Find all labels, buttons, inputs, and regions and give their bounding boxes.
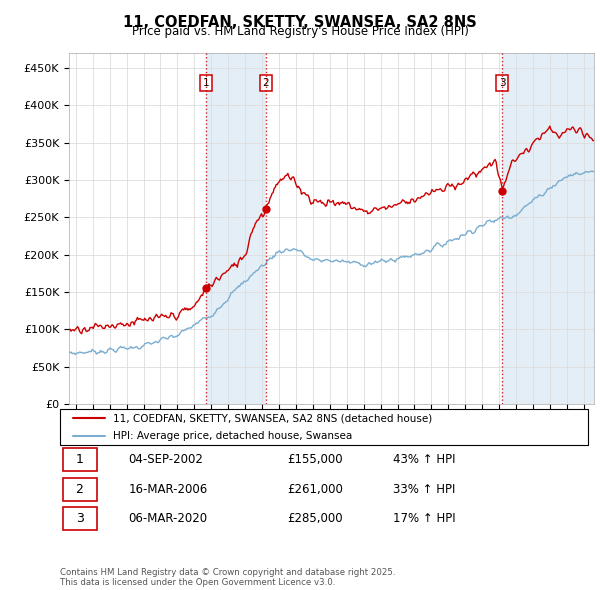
Text: £285,000: £285,000 bbox=[287, 512, 343, 525]
Text: £261,000: £261,000 bbox=[287, 483, 343, 496]
Bar bbox=[62, 507, 97, 530]
Text: 06-MAR-2020: 06-MAR-2020 bbox=[128, 512, 208, 525]
Text: 1: 1 bbox=[203, 78, 209, 88]
Bar bbox=[502, 53, 594, 404]
Text: 16-MAR-2006: 16-MAR-2006 bbox=[128, 483, 208, 496]
Bar bbox=[62, 448, 97, 471]
Text: 2: 2 bbox=[76, 483, 83, 496]
Text: 2: 2 bbox=[262, 78, 269, 88]
Bar bbox=[206, 53, 266, 404]
Text: Contains HM Land Registry data © Crown copyright and database right 2025.
This d: Contains HM Land Registry data © Crown c… bbox=[60, 568, 395, 587]
Text: 11, COEDFAN, SKETTY, SWANSEA, SA2 8NS (detached house): 11, COEDFAN, SKETTY, SWANSEA, SA2 8NS (d… bbox=[113, 413, 432, 423]
Text: 04-SEP-2002: 04-SEP-2002 bbox=[128, 453, 203, 466]
Bar bbox=[62, 478, 97, 500]
Text: 1: 1 bbox=[76, 453, 83, 466]
Text: 17% ↑ HPI: 17% ↑ HPI bbox=[392, 512, 455, 525]
Text: 43% ↑ HPI: 43% ↑ HPI bbox=[392, 453, 455, 466]
Text: 11, COEDFAN, SKETTY, SWANSEA, SA2 8NS: 11, COEDFAN, SKETTY, SWANSEA, SA2 8NS bbox=[123, 15, 477, 30]
Text: Price paid vs. HM Land Registry's House Price Index (HPI): Price paid vs. HM Land Registry's House … bbox=[131, 25, 469, 38]
Text: 3: 3 bbox=[76, 512, 83, 525]
Text: HPI: Average price, detached house, Swansea: HPI: Average price, detached house, Swan… bbox=[113, 431, 352, 441]
Text: £155,000: £155,000 bbox=[287, 453, 343, 466]
Text: 33% ↑ HPI: 33% ↑ HPI bbox=[392, 483, 455, 496]
Text: 3: 3 bbox=[499, 78, 506, 88]
